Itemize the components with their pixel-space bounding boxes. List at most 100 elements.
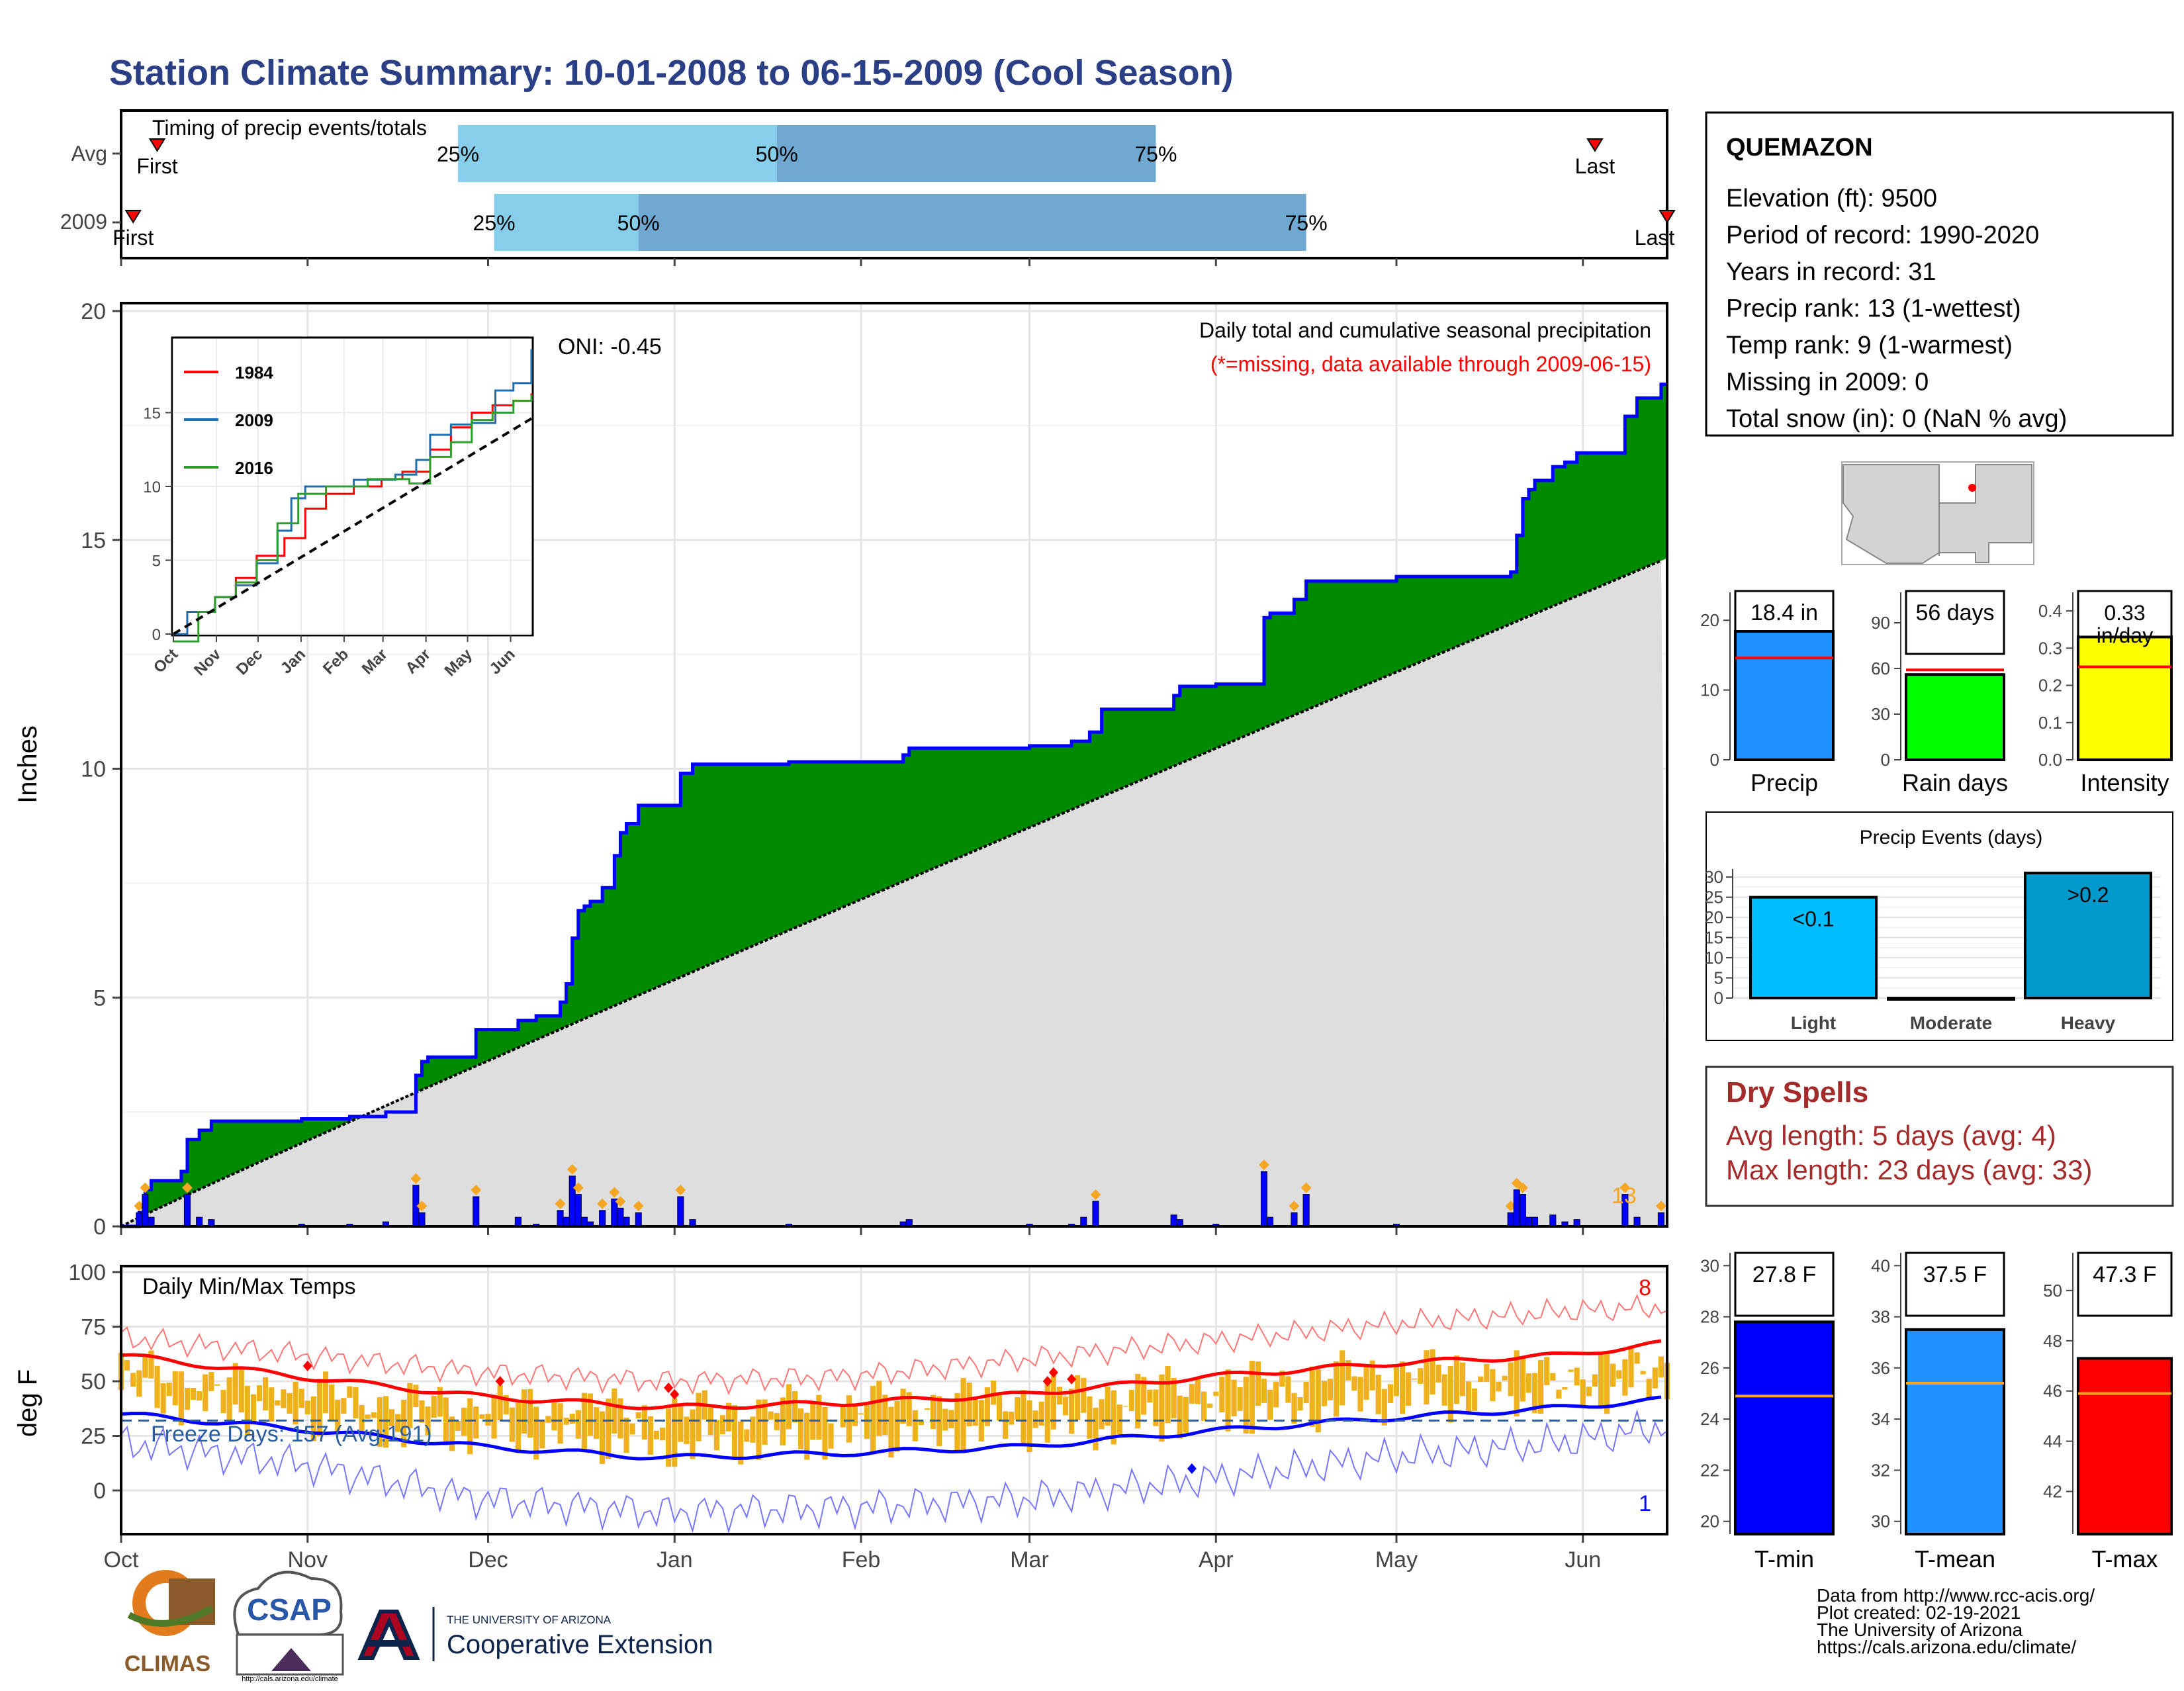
daily-temp-bar [220,1390,226,1413]
daily-temp-bar [1351,1376,1357,1391]
daily-precip-bar [1261,1171,1267,1226]
mini-value-bar [2078,1358,2171,1534]
inset-legend-label: 2009 [235,410,273,430]
daily-temp-bar [798,1408,803,1449]
daily-temp-bar [1334,1361,1339,1417]
record-high-marker [496,1376,505,1387]
daily-temp-bar [491,1394,496,1438]
mini-y-tick-label: 0.4 [2038,601,2062,621]
daily-temp-bar [1544,1357,1549,1385]
daily-temp-bar [1063,1396,1068,1415]
daily-temp-bar [539,1421,545,1448]
daily-temp-bar [124,1360,130,1371]
daily-temp-bar [1075,1375,1080,1420]
daily-temp-bar [173,1371,178,1406]
station-name: QUEMAZON [1726,134,1873,161]
events-category-label: Moderate [1910,1013,1992,1033]
daily-precip-bar [1093,1201,1099,1226]
daily-temp-bar [1147,1390,1152,1403]
daily-precip-bar [1634,1217,1640,1226]
record-high-count: 8 [1639,1275,1651,1301]
mini-y-tick-label: 0.0 [2038,750,2062,770]
daily-temp-bar [1261,1379,1267,1403]
mini-y-tick-label: 60 [1871,659,1890,678]
daily-temp-bar [275,1400,280,1406]
daily-temp-bar [1400,1361,1405,1414]
station-location-dot [1968,484,1976,492]
record-high-marker [1067,1374,1076,1385]
daily-precip-bar [569,1176,575,1226]
mini-value-label: 56 days [1915,600,1994,625]
daily-temp-bar [1219,1377,1224,1412]
daily-temp-bar [678,1406,683,1441]
daily-temp-bar [1526,1373,1531,1393]
mini-category-label: Intensity [2080,769,2169,796]
station-info-line: Missing in 2009: 0 [1726,369,1929,396]
daily-temp-bar [1328,1379,1333,1400]
daily-temp-bar [1628,1347,1633,1388]
mini-value-label: 37.5 F [1923,1262,1987,1287]
daily-temp-bar [858,1413,864,1414]
inset-x-tick-label: Oct [150,645,181,676]
daily-precip-bar [635,1212,641,1226]
daily-temp-bar [467,1398,473,1455]
mini-category-label: Precip [1751,769,1818,796]
events-y-tick-label: 15 [1704,928,1723,948]
daily-temp-bar [545,1416,551,1422]
daily-precip-bar [1514,1190,1520,1226]
daily-temp-bar [1285,1376,1291,1402]
inset-x-tick-label: Jun [486,645,519,678]
daily-temp-bar [576,1410,581,1438]
mini-category-label: T-min [1754,1545,1814,1573]
daily-temp-bar [154,1366,159,1408]
temp-y-tick-label: 50 [81,1369,106,1394]
daily-temp-bar [130,1373,136,1387]
missing-note: (*=missing, data available through 2009-… [1210,352,1651,376]
daily-temp-bar [1442,1374,1447,1405]
daily-temp-bar [564,1418,569,1425]
daily-temp-bar [654,1431,659,1440]
first-event-label: First [136,154,177,178]
station-info-line: Temp rank: 9 (1-warmest) [1726,332,2013,359]
daily-temp-bar [925,1408,930,1410]
daily-temp-bar [1454,1355,1459,1404]
daily-temp-bar [774,1413,780,1430]
daily-temp-bar [353,1387,358,1418]
daily-temp-bar [269,1387,274,1422]
daily-temp-bar [299,1389,304,1408]
mini-y-tick-label: 20 [1700,1512,1719,1531]
mini-value-label: in/day [2097,623,2153,647]
daily-temp-bar [617,1398,623,1439]
daily-temp-bar [185,1388,190,1410]
daily-temp-bar [1021,1390,1026,1446]
timing-row-label-2009: 2009 [60,210,107,234]
daily-temp-bar [960,1378,966,1453]
temp-y-axis-label: deg F [13,1369,42,1437]
daily-precip-bar [623,1217,629,1226]
daily-precip-bar [1550,1215,1556,1226]
daily-temp-bar [208,1372,214,1391]
daily-temp-bar [1129,1390,1134,1411]
daily-temp-bar [690,1410,695,1459]
daily-temp-bar [1592,1375,1598,1387]
daily-temp-bar [997,1394,1002,1421]
record-low-count: 1 [1639,1491,1651,1516]
mini-y-tick-label: 40 [1871,1256,1890,1275]
dry-spells-title: Dry Spells [1726,1076,1868,1109]
daily-precip-bar [575,1195,581,1226]
daily-temp-bar [551,1402,557,1430]
footer-credits: Data from http://www.rcc-acis.org/ Plot … [1817,1585,2095,1657]
daily-temp-bar [1033,1410,1038,1428]
daily-temp-bar [413,1385,418,1407]
mini-value-bar [2078,637,2171,760]
daily-temp-bar [1376,1375,1381,1414]
mini-y-tick-label: 0.3 [2038,638,2062,658]
daily-temp-bar [419,1400,424,1423]
daily-temp-bar [1520,1359,1525,1402]
mini-y-tick-label: 10 [1700,680,1719,700]
y-tick-label: 10 [81,757,106,782]
daily-temp-bar [1460,1363,1465,1396]
station-info-line: Years in record: 31 [1726,258,1936,286]
